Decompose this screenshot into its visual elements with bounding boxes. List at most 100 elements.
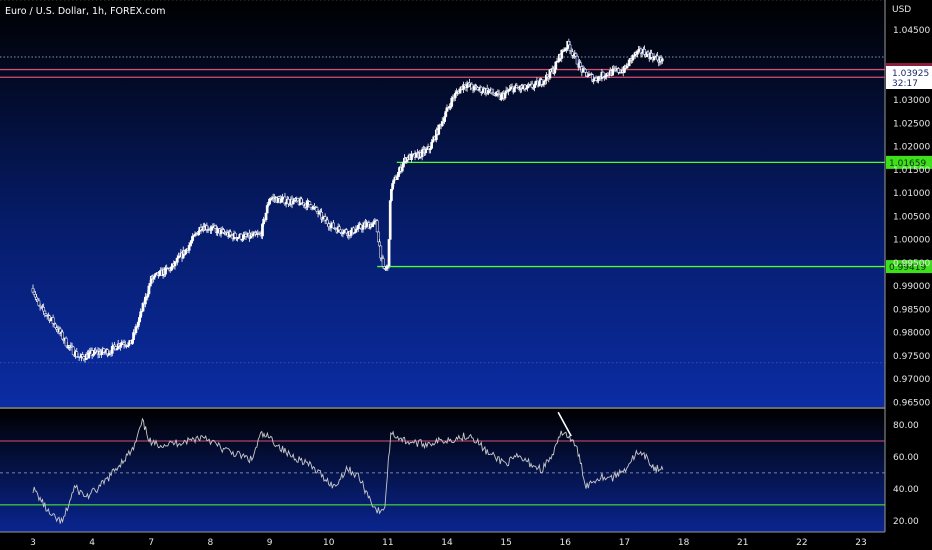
candle-body bbox=[375, 220, 379, 233]
candles bbox=[31, 38, 664, 363]
main-plot bbox=[0, 0, 885, 364]
candle-body bbox=[627, 59, 631, 67]
candle-body bbox=[264, 212, 268, 221]
candle-body bbox=[560, 49, 564, 59]
main-pane-background bbox=[0, 0, 885, 407]
candle-body bbox=[650, 52, 653, 58]
price-tick-label: 1.01500 bbox=[893, 166, 930, 176]
support-1-badge-bg bbox=[886, 155, 932, 169]
time-tick-label: 7 bbox=[148, 538, 154, 548]
rsi-plot bbox=[0, 411, 885, 524]
candle-body bbox=[300, 198, 303, 204]
candle-body bbox=[64, 337, 68, 347]
candle-body bbox=[392, 179, 396, 184]
candle-body bbox=[465, 84, 469, 88]
candle-body bbox=[377, 231, 380, 243]
candle-body bbox=[508, 88, 512, 91]
support-1-badge-text: 1.01659 bbox=[889, 159, 926, 169]
current-price-text: 1.03925 bbox=[892, 69, 929, 79]
candle-body bbox=[309, 204, 313, 208]
rsi-tick-label: 80.00 bbox=[893, 421, 919, 431]
candle-body bbox=[382, 266, 386, 269]
candle-body bbox=[88, 351, 92, 354]
candle-body bbox=[71, 346, 75, 356]
candle bbox=[437, 124, 441, 136]
candle-body bbox=[388, 200, 392, 240]
candle-body bbox=[443, 116, 446, 122]
price-tick-label: 1.01000 bbox=[893, 189, 930, 199]
candle-body bbox=[450, 97, 454, 107]
candle-body bbox=[430, 141, 433, 149]
support-2-badge-text: 0.99419 bbox=[889, 263, 926, 273]
time-tick-label: 21 bbox=[737, 538, 748, 548]
candle-body bbox=[554, 61, 558, 70]
time-tick-label: 10 bbox=[323, 538, 335, 548]
price-tick-label: 0.97500 bbox=[893, 352, 930, 362]
time-tick-label: 22 bbox=[796, 538, 807, 548]
rsi-trendline bbox=[557, 411, 572, 437]
rsi-pane-background bbox=[0, 409, 885, 532]
countdown-text: 32:17 bbox=[892, 79, 918, 89]
candle-body bbox=[113, 344, 116, 347]
candle-body bbox=[315, 207, 319, 212]
candle-body bbox=[361, 224, 365, 230]
candle-body bbox=[87, 353, 90, 359]
candle-body bbox=[296, 198, 300, 202]
candle-body bbox=[152, 276, 156, 280]
price-tick-label: 1.02000 bbox=[893, 143, 930, 153]
candle-body bbox=[153, 274, 157, 278]
candle-body bbox=[458, 88, 462, 94]
time-tick-label: 16 bbox=[560, 538, 572, 548]
candle-body bbox=[397, 171, 400, 177]
candle-body bbox=[191, 235, 195, 241]
candle-body bbox=[390, 189, 393, 201]
candle-body bbox=[213, 225, 217, 229]
candle-body bbox=[229, 231, 232, 236]
candle-body bbox=[119, 344, 122, 347]
candle-body bbox=[537, 81, 541, 87]
candle-body bbox=[31, 288, 35, 293]
candle bbox=[387, 239, 391, 269]
candle-body bbox=[210, 227, 213, 231]
candle-body bbox=[170, 266, 173, 271]
candle bbox=[375, 219, 379, 233]
candle-body bbox=[239, 233, 243, 240]
candle-body bbox=[513, 87, 516, 93]
candle-body bbox=[356, 225, 360, 230]
candle-body bbox=[345, 229, 348, 234]
candle-body bbox=[338, 226, 341, 231]
candle-body bbox=[242, 234, 245, 240]
time-tick-label: 3 bbox=[30, 538, 36, 548]
candle-body bbox=[222, 229, 225, 233]
time-tick-label: 15 bbox=[500, 538, 511, 548]
time-tick-label: 9 bbox=[267, 538, 273, 548]
candle-body bbox=[571, 51, 574, 56]
price-tick-label: 1.02500 bbox=[893, 119, 930, 129]
candle-body bbox=[500, 94, 503, 100]
candle bbox=[377, 231, 380, 243]
rsi-line bbox=[32, 417, 664, 524]
candle-body bbox=[643, 49, 646, 55]
candle-body bbox=[401, 162, 405, 168]
candle-body bbox=[190, 240, 193, 244]
candle-body bbox=[265, 205, 269, 214]
price-tick-label: 0.97000 bbox=[893, 375, 930, 385]
price-tick-label: 1.04500 bbox=[893, 26, 930, 36]
price-tick-label: 1.03000 bbox=[893, 96, 930, 106]
candle-body bbox=[139, 311, 142, 318]
candle-body bbox=[424, 149, 428, 154]
candle-body bbox=[100, 352, 103, 355]
candle-body bbox=[158, 270, 161, 276]
candle-body bbox=[127, 342, 131, 347]
candle-body bbox=[188, 242, 192, 246]
price-tick-label: 0.96500 bbox=[893, 398, 930, 408]
candle-body bbox=[371, 223, 374, 228]
candle-body bbox=[187, 245, 191, 251]
time-tick-label: 18 bbox=[678, 538, 690, 548]
candle-body bbox=[515, 85, 519, 88]
rsi-tick-label: 20.00 bbox=[893, 517, 919, 527]
candle-body bbox=[332, 222, 335, 229]
price-tick-label: 0.99000 bbox=[893, 282, 930, 292]
rsi-tick-label: 60.00 bbox=[893, 453, 919, 463]
candle-body bbox=[132, 332, 135, 340]
